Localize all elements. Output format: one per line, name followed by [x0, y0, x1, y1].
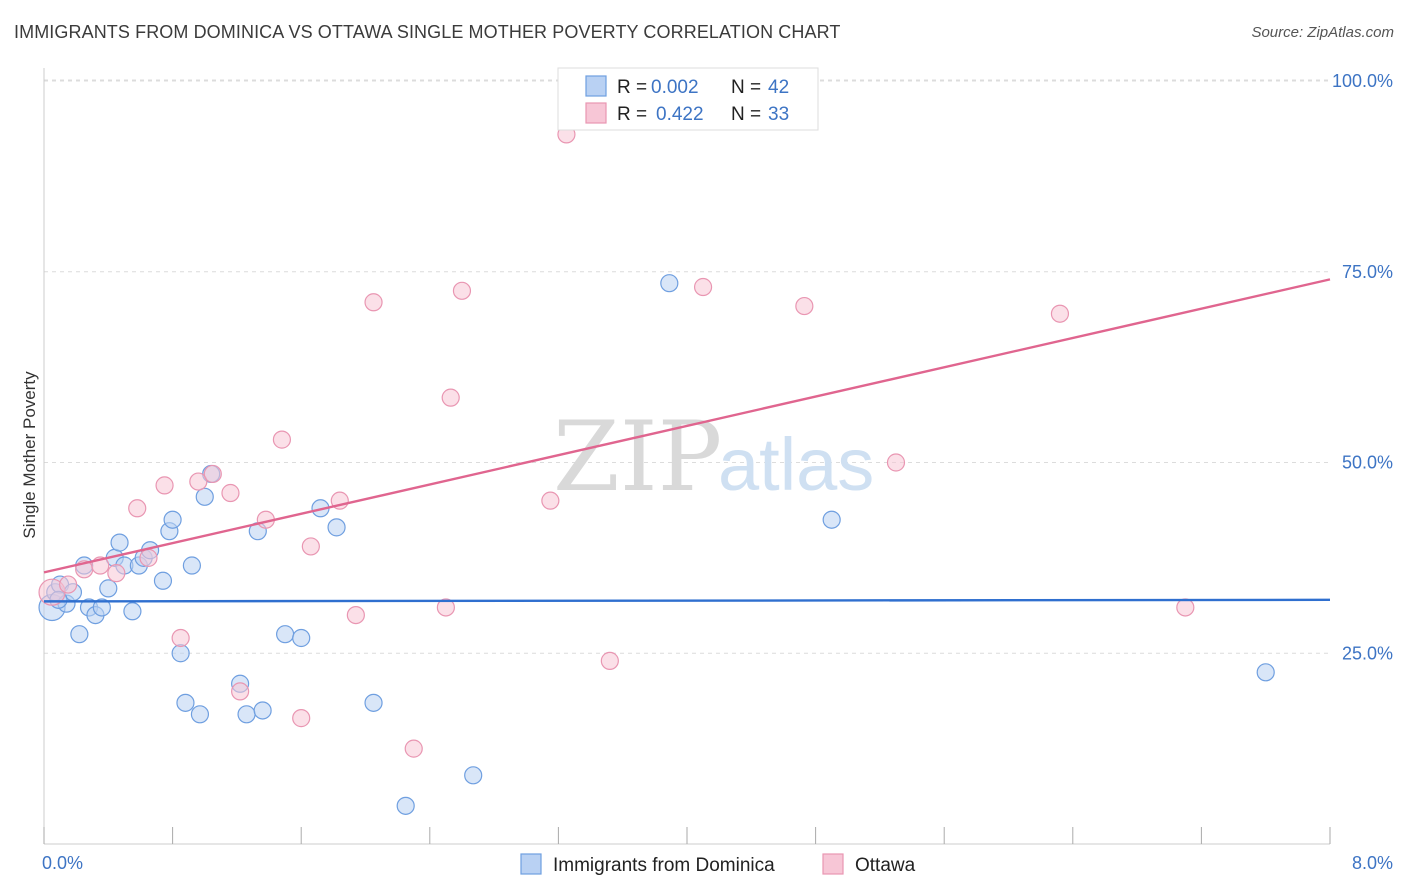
- point-ottawa-14: [272, 430, 292, 449]
- point-dominica-32: [292, 628, 311, 648]
- axes: [43, 68, 1331, 845]
- point-dominica-34: [327, 518, 346, 537]
- trend-lines: [43, 278, 1331, 603]
- point-ottawa-26: [600, 651, 619, 670]
- y-tick-label-1: 50.0%: [1342, 453, 1393, 473]
- point-dominica-30: [253, 701, 272, 720]
- point-dominica-12: [110, 533, 129, 552]
- point-dominica-35: [364, 693, 383, 712]
- legend-n-label-ottawa: N =: [731, 104, 761, 125]
- watermark-atlas: atlas: [718, 423, 874, 506]
- bottom-legend-swatch-dominica: [520, 853, 542, 875]
- point-ottawa-21: [436, 598, 455, 617]
- y-tick-label-0: 25.0%: [1342, 643, 1393, 663]
- legend-r-value-dominica: 0.002: [651, 77, 699, 98]
- point-ottawa-20: [404, 739, 423, 758]
- bottom-legend: Immigrants from Dominica Ottawa: [520, 853, 916, 876]
- point-ottawa-7: [155, 476, 174, 495]
- point-ottawa-27: [693, 277, 713, 297]
- point-ottawa-12: [231, 682, 250, 701]
- point-dominica-39: [822, 510, 841, 529]
- point-ottawa-19: [364, 293, 383, 312]
- point-dominica-25: [195, 487, 214, 506]
- point-dominica-14: [123, 602, 142, 621]
- point-dominica-38: [660, 274, 679, 293]
- y-tick-labels: 25.0% 50.0% 75.0% 100.0%: [1332, 71, 1393, 663]
- bottom-legend-label-dominica: Immigrants from Dominica: [553, 855, 775, 876]
- legend-r-label-ottawa: R =: [617, 104, 647, 125]
- watermark-zip: ZIP: [553, 401, 722, 513]
- point-ottawa-1: [59, 575, 78, 594]
- point-dominica-10: [99, 579, 118, 598]
- chart-title: IMMIGRANTS FROM DOMINICA VS OTTAWA SINGL…: [14, 22, 841, 42]
- point-ottawa-29: [886, 453, 906, 472]
- trend-line-ottawa: [43, 278, 1331, 574]
- point-ottawa-5: [128, 499, 147, 518]
- bottom-legend-swatch-ottawa: [822, 853, 844, 875]
- x-tick-label-min: 0.0%: [42, 853, 83, 873]
- legend-r-label-dominica: R =: [617, 77, 647, 98]
- point-ottawa-15: [292, 709, 311, 728]
- point-ottawa-16: [301, 537, 320, 556]
- y-tick-label-3: 100.0%: [1332, 71, 1393, 91]
- point-dominica-28: [237, 705, 256, 724]
- point-ottawa-30: [1050, 304, 1070, 323]
- grid-lines: [44, 79, 1330, 654]
- point-dominica-36: [396, 796, 415, 815]
- watermark: ZIP atlas: [553, 401, 874, 513]
- point-ottawa-31: [1176, 598, 1195, 617]
- point-dominica-21: [171, 644, 190, 663]
- point-ottawa-6: [139, 548, 158, 567]
- point-dominica-5: [70, 625, 89, 644]
- point-dominica-22: [176, 693, 195, 712]
- legend-swatch-ottawa: [585, 102, 607, 124]
- point-ottawa-11: [221, 483, 240, 503]
- point-ottawa-9: [189, 472, 208, 491]
- point-dominica-37: [464, 766, 483, 785]
- data-points: [38, 71, 1275, 815]
- point-ottawa-8: [171, 628, 190, 648]
- legend-n-value-dominica: 42: [768, 77, 789, 98]
- point-ottawa-23: [452, 281, 472, 300]
- point-dominica-40: [1256, 663, 1275, 682]
- point-dominica-9: [92, 598, 111, 617]
- bottom-legend-label-ottawa: Ottawa: [855, 855, 916, 876]
- point-ottawa-22: [441, 388, 460, 407]
- legend-n-value-ottawa: 33: [768, 104, 789, 125]
- point-dominica-31: [276, 625, 295, 644]
- y-tick-label-2: 75.0%: [1342, 262, 1393, 282]
- point-ottawa-4: [107, 564, 126, 583]
- point-ottawa-24: [541, 491, 560, 510]
- y-axis-label: Single Mother Poverty: [20, 371, 39, 539]
- source-label: Source: ZipAtlas.com: [1251, 24, 1394, 41]
- point-dominica-23: [182, 556, 201, 575]
- point-ottawa-10: [203, 464, 222, 484]
- point-ottawa-28: [795, 296, 814, 316]
- x-tick-label-max: 8.0%: [1352, 853, 1393, 873]
- point-dominica-20: [163, 510, 182, 529]
- legend-r-value-ottawa: 0.422: [656, 104, 704, 125]
- point-ottawa-18: [346, 605, 365, 625]
- point-dominica-18: [153, 571, 173, 590]
- legend-n-label-dominica: N =: [731, 77, 761, 98]
- legend-swatch-dominica: [585, 75, 607, 97]
- trend-line-dominica: [43, 598, 1331, 603]
- legend: R = 0.002 N = 42 R = 0.422 N = 33: [557, 67, 819, 131]
- point-dominica-24: [190, 705, 210, 724]
